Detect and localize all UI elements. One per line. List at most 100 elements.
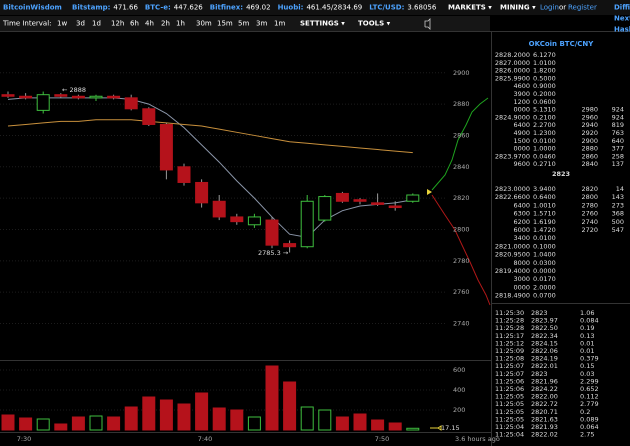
ticker-label[interactable]: BTC-e:: [145, 4, 171, 12]
side-link[interactable]: Hash: [614, 26, 630, 34]
book-total: 2980: [581, 106, 598, 114]
high-note: ← 2888: [62, 86, 86, 94]
book-total: 2860: [581, 152, 598, 160]
book-count: 763: [612, 129, 624, 137]
ticker-label[interactable]: LTC/USD:: [369, 4, 404, 12]
y-tick-label: 2760: [453, 288, 470, 296]
candle-body: [54, 94, 68, 97]
top-bar: [0, 0, 630, 15]
candle-body: [142, 108, 156, 125]
brand[interactable]: BitcoinWisdom: [3, 4, 62, 12]
ticker-label[interactable]: Bitfinex:: [210, 4, 244, 12]
candle-body: [353, 199, 367, 202]
book-price: 2823.0000: [495, 185, 530, 193]
volume-tick-label: 200: [453, 406, 465, 414]
book-price: 1500: [513, 137, 530, 145]
interval[interactable]: 3d: [76, 20, 85, 28]
ticker-value: 469.02: [246, 4, 271, 12]
side-link[interactable]: Next: [614, 15, 630, 23]
book-price: 3400: [513, 234, 530, 242]
trade-amount: 0.19: [580, 324, 594, 332]
book-price: 3900: [513, 90, 530, 98]
moving-average: [7, 119, 413, 154]
candle-body: [1, 94, 15, 97]
volume-bar: [247, 416, 261, 431]
interval[interactable]: 12h: [111, 20, 124, 28]
trade-amount: 0.15: [580, 362, 594, 370]
volume-bar: [54, 423, 68, 431]
book-price: 4900: [513, 129, 530, 137]
interval[interactable]: 2h: [161, 20, 170, 28]
ticker-label[interactable]: Bitstamp:: [72, 4, 111, 12]
y-tick-label: 2820: [453, 194, 470, 202]
login[interactable]: Login: [540, 4, 559, 12]
interval[interactable]: 4h: [145, 20, 154, 28]
candle-body: [230, 216, 244, 223]
book-amount: 0.9000: [533, 82, 556, 90]
book-price: 2818.4900: [495, 292, 530, 300]
x-tick-label: 7:50: [375, 435, 390, 443]
trade-price: 2822.34: [531, 332, 558, 340]
book-amount: 0.0600: [533, 98, 556, 106]
volume-bar: [212, 407, 226, 431]
trade-amount: 0.112: [580, 393, 599, 401]
volume-bar: [300, 406, 314, 431]
trade-time: 11:25:05: [495, 400, 524, 408]
trade-time: 11:25:17: [495, 332, 524, 340]
ticker-value: 461.45/2834.69: [306, 4, 362, 12]
trade-time: 11:25:08: [495, 355, 524, 363]
book-price: 9600: [513, 160, 530, 168]
ticker-label[interactable]: Huobi:: [278, 4, 304, 12]
trade-price: 2822.72: [531, 400, 558, 408]
side-link[interactable]: Diffi: [614, 4, 630, 12]
candle-body: [265, 219, 279, 246]
trade-price: 2824.15: [531, 339, 558, 347]
interval[interactable]: 3m: [256, 20, 267, 28]
interval[interactable]: 6h: [130, 20, 139, 28]
register[interactable]: Register: [568, 4, 597, 12]
book-amount: 3.9400: [533, 185, 556, 193]
candle-body: [89, 95, 103, 99]
book-amount: 1.8200: [533, 67, 556, 75]
low-note: 2785.3 →: [258, 249, 289, 257]
volume-bar: [36, 418, 50, 431]
book-total: 2940: [581, 121, 598, 129]
tool-icon[interactable]: [424, 18, 431, 30]
volume-bar: [406, 427, 420, 431]
y-tick-label: 2800: [453, 225, 470, 233]
interval[interactable]: 5m: [238, 20, 249, 28]
volume-bar: [107, 416, 121, 431]
book-total: 2820: [581, 185, 598, 193]
book-price: 0000: [513, 106, 530, 114]
candle-body: [406, 194, 420, 202]
book-amount: 1.0100: [533, 59, 556, 67]
interval[interactable]: 1h: [176, 20, 185, 28]
interval[interactable]: 1m: [274, 20, 285, 28]
volume-arrow: [430, 425, 442, 431]
candle-body: [107, 95, 121, 99]
book-amount: 2.2700: [533, 121, 556, 129]
book-price: 6400: [513, 201, 530, 209]
trade-price: 2822.00: [531, 393, 558, 401]
menu[interactable]: MINING ▾: [500, 4, 536, 12]
trade-amount: 0.089: [580, 415, 599, 423]
or: or: [559, 4, 566, 12]
settings[interactable]: SETTINGS ▾: [300, 20, 345, 28]
interval[interactable]: 15m: [217, 20, 233, 28]
interval[interactable]: 1d: [92, 20, 101, 28]
trade-amount: 0.13: [580, 332, 594, 340]
trade-time: 11:25:06: [495, 385, 524, 393]
book-price: 2826.0000: [495, 67, 530, 75]
tools[interactable]: TOOLS ▾: [358, 20, 391, 28]
book-price: 2823.9700: [495, 152, 530, 160]
interval[interactable]: 30m: [196, 20, 212, 28]
candle-body: [335, 192, 349, 202]
book-price: 0000: [513, 145, 530, 153]
trade-price: 2823: [531, 370, 548, 378]
volume-bar: [318, 409, 332, 431]
book-amount: 1.0400: [533, 251, 556, 259]
book-amount: 0.0300: [533, 259, 556, 267]
interval[interactable]: 1w: [57, 20, 67, 28]
menu[interactable]: MARKETS ▾: [448, 4, 492, 12]
